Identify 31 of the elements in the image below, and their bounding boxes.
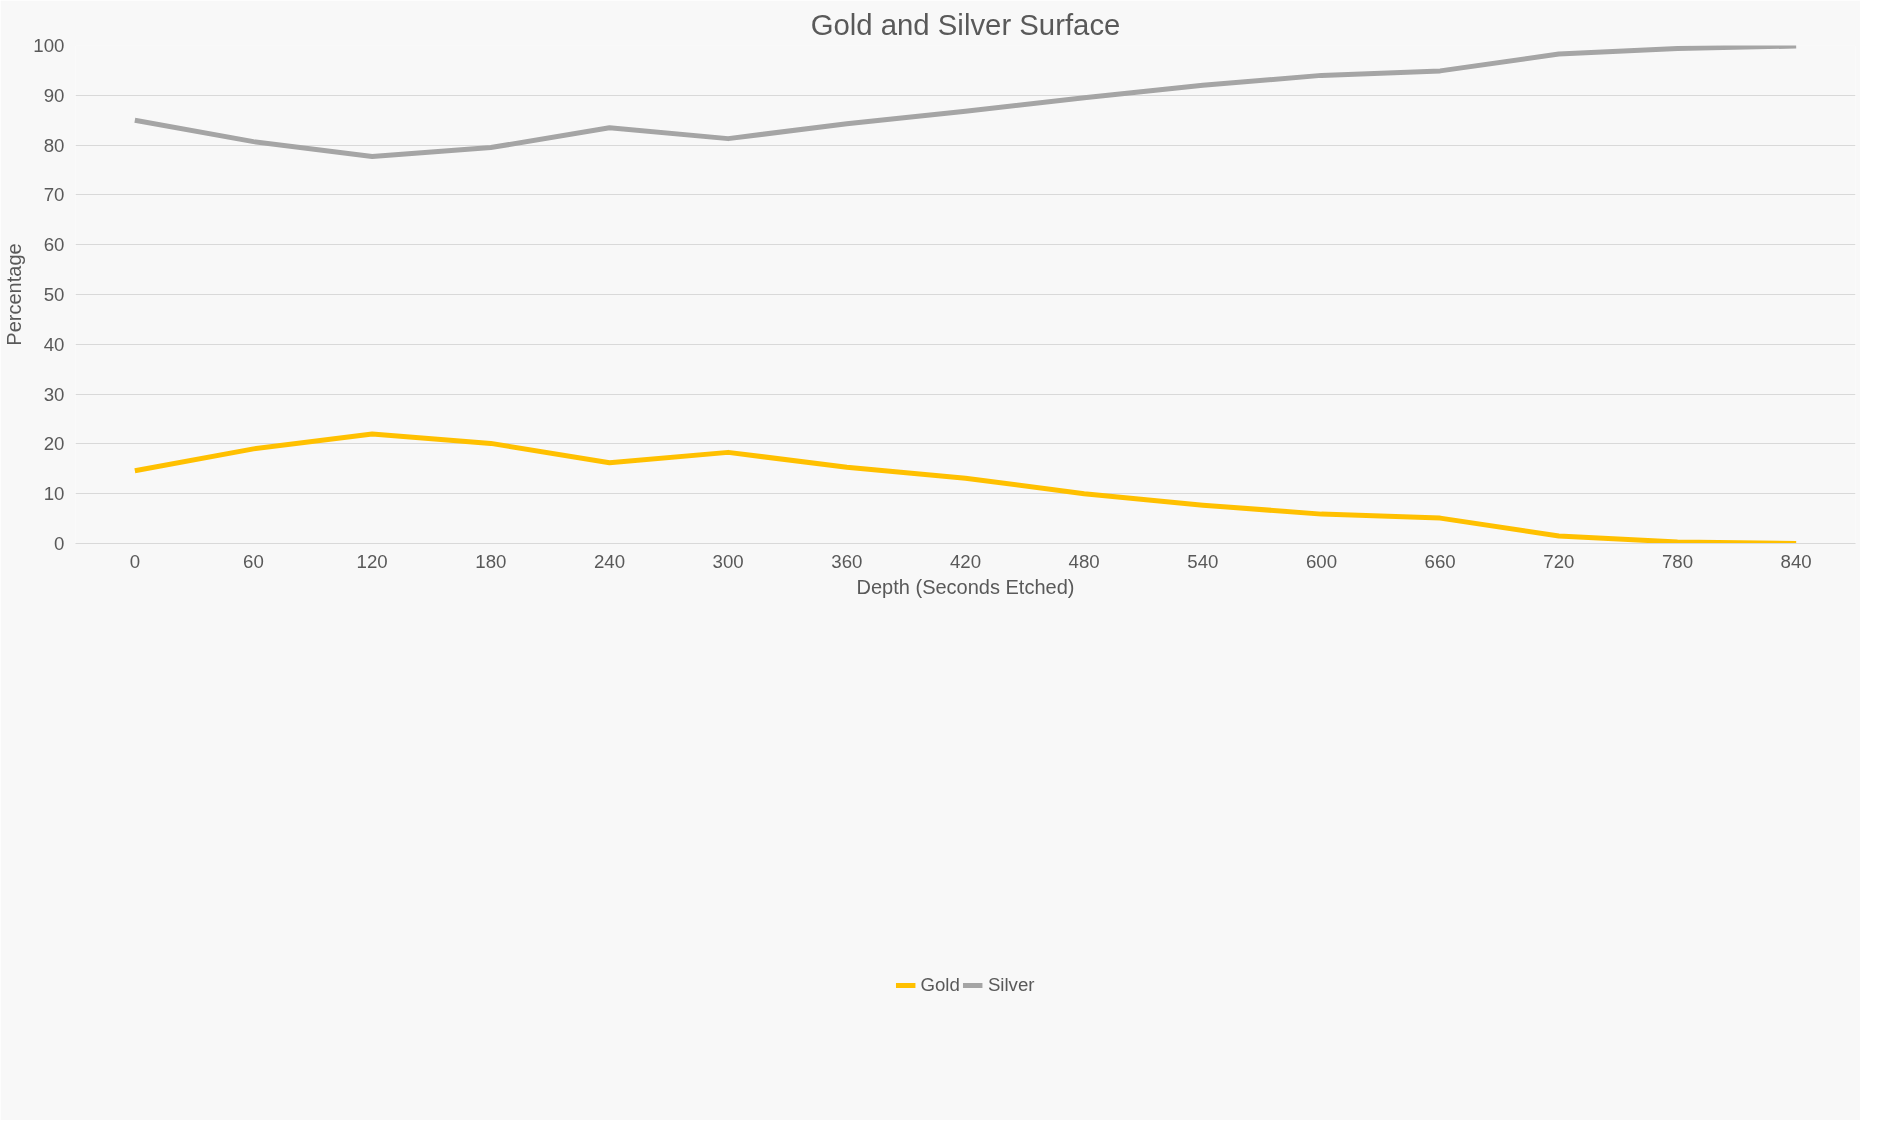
x-tick-label: 240 [593,550,626,572]
y-tick-label: 40 [43,333,65,355]
legend-label: Silver [987,973,1035,996]
x-tick-label: 120 [356,550,388,572]
x-tick-label: 540 [1187,550,1219,572]
y-axis-title: Percentage [3,243,26,346]
y-tick-label: 20 [43,433,65,455]
y-tick-label: 30 [43,383,65,405]
x-tick-label: 720 [1543,550,1575,572]
x-axis-title: Depth (Seconds Etched) [856,575,1075,598]
x-tick-label: 780 [1661,550,1694,572]
y-tick-label: 90 [43,84,65,106]
x-tick-label: 660 [1424,550,1456,572]
y-tick-label: 60 [43,234,65,256]
chart-title: Gold and Silver Surface [810,7,1121,41]
legend-label: Gold [920,973,960,996]
x-tick-label: 60 [243,550,264,572]
x-tick-label: 180 [475,550,507,572]
x-tick-label: 300 [712,550,744,572]
y-tick-label: 10 [43,483,65,505]
y-tick-label: 70 [43,184,65,206]
x-tick-label: 600 [1305,550,1338,572]
x-tick-label: 360 [831,550,863,572]
y-tick-label: 50 [43,284,65,305]
y-tick-label: 100 [33,35,65,56]
x-tick-label: 420 [949,550,982,572]
y-tick-label: 80 [43,134,65,156]
y-tick-label: 0 [54,533,65,554]
x-tick-label: 480 [1068,550,1100,572]
x-tick-label: 840 [1780,550,1812,572]
x-tick-label: 0 [129,550,141,572]
